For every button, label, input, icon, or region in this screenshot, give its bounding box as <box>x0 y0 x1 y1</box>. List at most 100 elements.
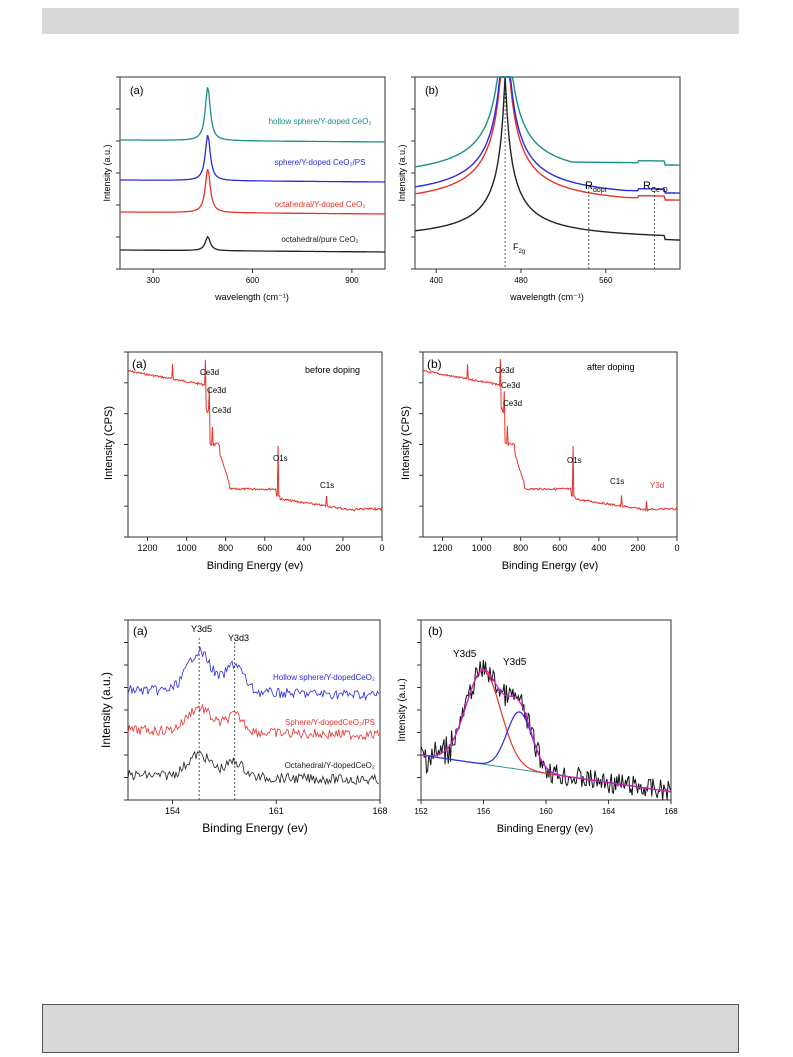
y-axis-label: Intensity (CPS) <box>400 406 412 480</box>
series-line <box>119 135 385 183</box>
y-axis-label: Intensity (a.u.) <box>397 144 407 201</box>
y-axis-label: Intensity (a.u.) <box>102 144 112 201</box>
plot-frame <box>422 351 678 538</box>
y-ticks <box>411 76 415 270</box>
reference-lines <box>504 85 655 269</box>
spectrum-line <box>422 358 678 513</box>
spectrum-line <box>127 359 383 512</box>
header-band <box>42 8 739 34</box>
peak-label: O1s <box>273 454 288 463</box>
y-ticks <box>116 76 120 270</box>
x-tick-label: 0 <box>379 543 384 553</box>
x-tick-label: 480 <box>514 276 528 285</box>
xps-survey-a-chart: 1200 1000 800 600 400 200 0 (a) before doping … <box>103 351 385 572</box>
series-line <box>414 76 680 168</box>
x-tick-label: 400 <box>296 543 311 553</box>
peak-label: O1s <box>567 456 582 465</box>
x-tick-label: 0 <box>674 543 679 553</box>
footer-band <box>42 1004 739 1053</box>
peak-label: Ce3d <box>501 381 520 390</box>
series-lines <box>119 87 385 253</box>
series-label: Octahedral/Y-dopedCeO₂ <box>285 761 375 770</box>
series-lines <box>414 76 680 241</box>
series-lines <box>127 646 380 786</box>
x-tick-label: 600 <box>246 276 260 285</box>
peak-label: Y3d5 <box>453 649 477 660</box>
x-tick-label: 168 <box>664 807 678 816</box>
peak-label: Ce3d <box>200 368 219 377</box>
xps-y3d-b-chart: 152 156 160 164 168 (b) Y3d5 Y3d5 Binding En… <box>397 619 678 835</box>
x-tick-label: 800 <box>218 543 233 553</box>
peak-label: Ce3d <box>207 386 226 395</box>
x-tick-label: 200 <box>335 543 350 553</box>
panel-title: after doping <box>587 362 635 372</box>
reference-lines <box>198 638 236 800</box>
x-tick-label: 152 <box>414 807 428 816</box>
panel-label: (a) <box>132 357 147 371</box>
peak-label: Y3d5 <box>503 657 527 668</box>
x-tick-label: 560 <box>599 276 613 285</box>
fit-envelope-line <box>420 669 672 793</box>
x-axis-label: Binding Energy (ev) <box>497 823 594 835</box>
x-tick-label: 1200 <box>433 543 453 553</box>
xps-survey-b-chart: 1200 1000 800 600 400 200 0 (b) after doping C… <box>400 351 680 572</box>
series-line <box>414 76 680 194</box>
peak-label: C1s <box>320 481 334 490</box>
y-axis-label: Intensity (CPS) <box>103 406 115 480</box>
series-line <box>127 750 380 786</box>
x-ticks: 154 161 168 <box>165 800 388 816</box>
series-line <box>120 87 385 143</box>
x-axis-label: Binding Energy (ev) <box>207 560 304 572</box>
series-line <box>414 76 680 241</box>
raw-data-line <box>420 659 671 801</box>
x-ticks: 152 156 160 164 168 <box>414 800 678 816</box>
panel-label: (a) <box>133 624 148 638</box>
peak-label: Ce3d <box>503 399 522 408</box>
series-label: octahedral/pure CeO₂ <box>281 235 358 244</box>
series-label: Sphere/Y-dopedCeO₂/PS <box>285 718 375 727</box>
x-tick-label: 168 <box>372 806 387 816</box>
x-tick-label: 1000 <box>472 543 492 553</box>
y-ticks <box>124 619 128 801</box>
x-axis-label: wavelength (cm⁻¹) <box>214 292 289 302</box>
peak-label-y3d: Y3d <box>650 481 664 490</box>
panel-label: (a) <box>130 85 143 97</box>
x-tick-label: 156 <box>477 807 491 816</box>
peak-label: C1s <box>610 477 624 486</box>
x-ticks: 1200 1000 800 600 400 200 0 <box>433 537 680 553</box>
y-ticks <box>417 619 421 801</box>
x-tick-label: 400 <box>591 543 606 553</box>
plot-frame <box>414 76 681 270</box>
series-label: sphere/Y-doped CeO₂/PS <box>275 158 366 167</box>
peak-label: Y3d3 <box>228 633 249 643</box>
panel-label: (b) <box>427 357 442 371</box>
raman-b-chart: 400 480 560 (b) F2g Rdopt RCe-O wavelength… <box>397 76 681 302</box>
x-axis-label: Binding Energy (ev) <box>202 821 307 835</box>
series-line <box>120 235 385 253</box>
series-line <box>127 646 380 702</box>
panel-label: (b) <box>425 85 438 97</box>
y-axis-label: Intensity (a.u.) <box>397 678 408 741</box>
x-axis-label: wavelength (cm⁻¹) <box>509 292 584 302</box>
x-tick-label: 600 <box>257 543 272 553</box>
x-tick-label: 161 <box>269 806 284 816</box>
y-axis-label: Intensity (a.u.) <box>100 672 113 748</box>
x-tick-label: 1200 <box>138 543 158 553</box>
x-tick-label: 164 <box>602 807 616 816</box>
x-axis-label: Binding Energy (ev) <box>502 560 599 572</box>
peak-label: Y3d5 <box>191 624 212 634</box>
panel-label: (b) <box>428 624 443 638</box>
x-tick-label: 900 <box>345 276 359 285</box>
x-tick-label: 154 <box>165 806 180 816</box>
series-line <box>414 76 680 201</box>
x-tick-label: 200 <box>630 543 645 553</box>
fit-component-line <box>420 669 672 793</box>
y-ticks <box>419 351 423 538</box>
annotation-rceo: RCe-O <box>643 180 668 194</box>
y-ticks <box>124 351 128 538</box>
series-label: hollow sphere/Y-doped CeO₂ <box>269 117 372 126</box>
spectrum-line <box>422 358 678 513</box>
xps-y3d-a-chart: 154 161 168 (a) Y3d5 Y3d3 Hollow sphere/Y-… <box>100 619 388 835</box>
x-ticks: 400 480 560 <box>430 269 613 285</box>
x-tick-label: 1000 <box>177 543 197 553</box>
